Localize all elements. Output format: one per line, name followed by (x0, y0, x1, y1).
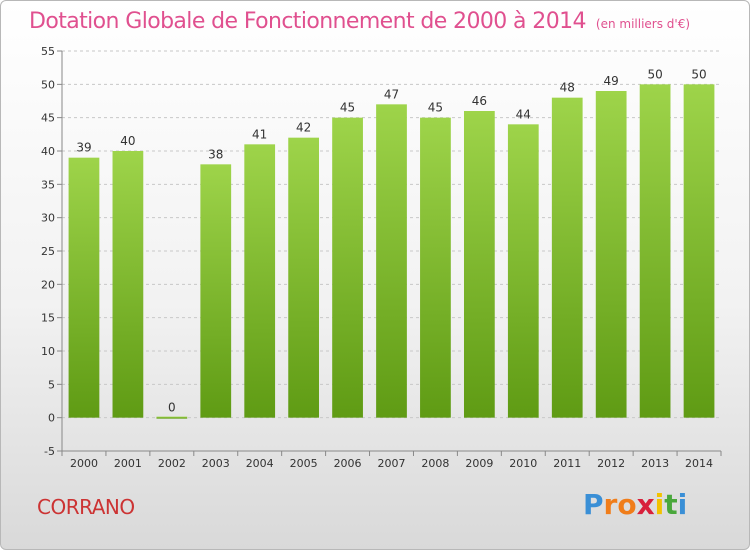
y-tick-label: 30 (41, 212, 55, 225)
axes (57, 50, 722, 456)
bar-value-label: 41 (252, 127, 267, 141)
y-tick-label: 45 (41, 112, 55, 125)
y-tick-label: 0 (48, 412, 55, 425)
x-tick-label: 2003 (202, 457, 230, 470)
y-tick-label: 35 (41, 178, 55, 191)
bar-value-label: 45 (428, 101, 443, 115)
x-tick-label: 2000 (70, 457, 98, 470)
bar-2005 (288, 137, 320, 418)
y-tick-label: 55 (41, 45, 55, 58)
logo-letter: i (677, 488, 688, 521)
bar-2013 (639, 84, 671, 418)
x-tick-label: 2008 (421, 457, 449, 470)
x-tick-label: 2002 (158, 457, 186, 470)
chart-title-text: Dotation Globale de Fonctionnement de 20… (29, 9, 587, 34)
bar-2008 (420, 117, 451, 418)
bar-2004 (244, 144, 276, 418)
bar-value-label: 47 (384, 87, 399, 101)
bar-value-label: 44 (516, 107, 531, 121)
x-tick-label: 2009 (465, 457, 493, 470)
bar-2001 (112, 151, 144, 418)
x-tick-label: 2010 (509, 457, 537, 470)
logo-letter: t (664, 488, 678, 521)
x-tick-label: 2014 (685, 457, 713, 470)
bar-value-label: 42 (296, 121, 311, 135)
logo-letter: r (603, 488, 618, 521)
bar-2014 (683, 84, 715, 418)
labels: -5 0 5 10 15 20 25 30 35 40 45 50 55 39 2000 40 2001 0 200… (41, 45, 713, 470)
bar-2011 (551, 97, 583, 418)
bar-2000 (68, 157, 100, 418)
bar-2007 (376, 104, 407, 418)
chart-subtitle: (en milliers d'€) (595, 17, 691, 31)
bar-value-label: 46 (472, 94, 487, 108)
y-tick-label: 20 (41, 278, 55, 291)
y-tick-label: 15 (41, 312, 55, 325)
bar-value-label: 45 (340, 101, 355, 115)
bars (68, 84, 715, 419)
y-tick-label: 10 (41, 345, 55, 358)
x-tick-label: 2004 (246, 457, 274, 470)
x-tick-label: 2005 (290, 457, 318, 470)
logo-letter: o (617, 488, 637, 521)
y-tick-label: 5 (48, 378, 55, 391)
y-tick-label: 25 (41, 245, 55, 258)
y-tick-label: -5 (44, 445, 55, 458)
bar-value-label: 40 (120, 134, 135, 148)
x-tick-label: 2001 (114, 457, 142, 470)
bar-value-label: 39 (76, 141, 91, 155)
chart-title: Dotation Globale de Fonctionnement de 20… (29, 9, 690, 34)
x-tick-label: 2013 (641, 457, 669, 470)
logo-letter: i (654, 488, 665, 521)
x-tick-label: 2006 (334, 457, 362, 470)
x-tick-label: 2012 (597, 457, 625, 470)
bar-2003 (200, 164, 232, 418)
bar-value-label: 50 (691, 67, 706, 81)
bar-value-label: 38 (208, 147, 223, 161)
bar-value-label: 50 (647, 67, 662, 81)
bar-2006 (332, 117, 363, 418)
logo-letter: x (636, 488, 655, 521)
y-tick-label: 40 (41, 145, 55, 158)
y-tick-label: 50 (41, 78, 55, 91)
x-tick-label: 2011 (553, 457, 581, 470)
logo-letter: P (583, 488, 604, 521)
bar-value-label: 0 (168, 401, 176, 415)
proxiti-logo: Proxiti (583, 488, 687, 521)
bar-2010 (507, 124, 539, 418)
bar-2012 (595, 91, 627, 418)
bar-2009 (463, 111, 495, 418)
x-tick-label: 2007 (378, 457, 406, 470)
bar-2002 (156, 416, 188, 419)
commune-name: CORRANO (37, 495, 135, 519)
bar-value-label: 49 (604, 74, 619, 88)
bar-value-label: 48 (560, 81, 575, 95)
